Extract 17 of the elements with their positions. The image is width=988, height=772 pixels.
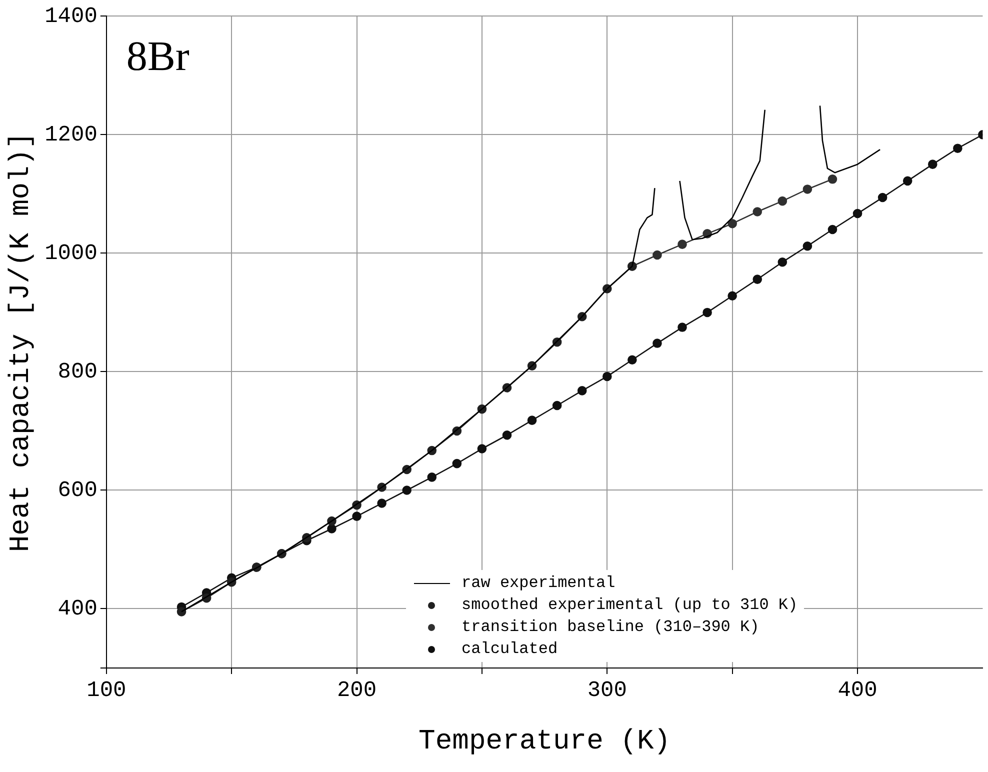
annotation: 8Br xyxy=(126,34,190,80)
x-tick-label: 200 xyxy=(336,678,377,704)
y-axis-title: Heat capacity [J/(K mol)] xyxy=(6,132,38,552)
x-tick-label: 400 xyxy=(838,678,878,704)
x-axis-title: Temperature (K) xyxy=(418,726,671,758)
y-tick-label: 1000 xyxy=(44,241,98,266)
x-tick-label: 100 xyxy=(86,678,126,704)
legend-label: transition baseline (310–390 K) xyxy=(462,618,760,636)
legend-label: raw experimental xyxy=(462,574,616,592)
y-tick-label: 800 xyxy=(58,360,98,385)
x-tick-label: 300 xyxy=(587,678,627,704)
y-tick-label: 1400 xyxy=(44,4,98,30)
y-tick-label: 1200 xyxy=(44,122,98,148)
y-tick-label: 600 xyxy=(58,478,98,504)
y-tick-label: 400 xyxy=(58,596,98,622)
legend-label: smoothed experimental (up to 310 K) xyxy=(462,596,798,614)
legend-label: calculated xyxy=(462,640,558,658)
